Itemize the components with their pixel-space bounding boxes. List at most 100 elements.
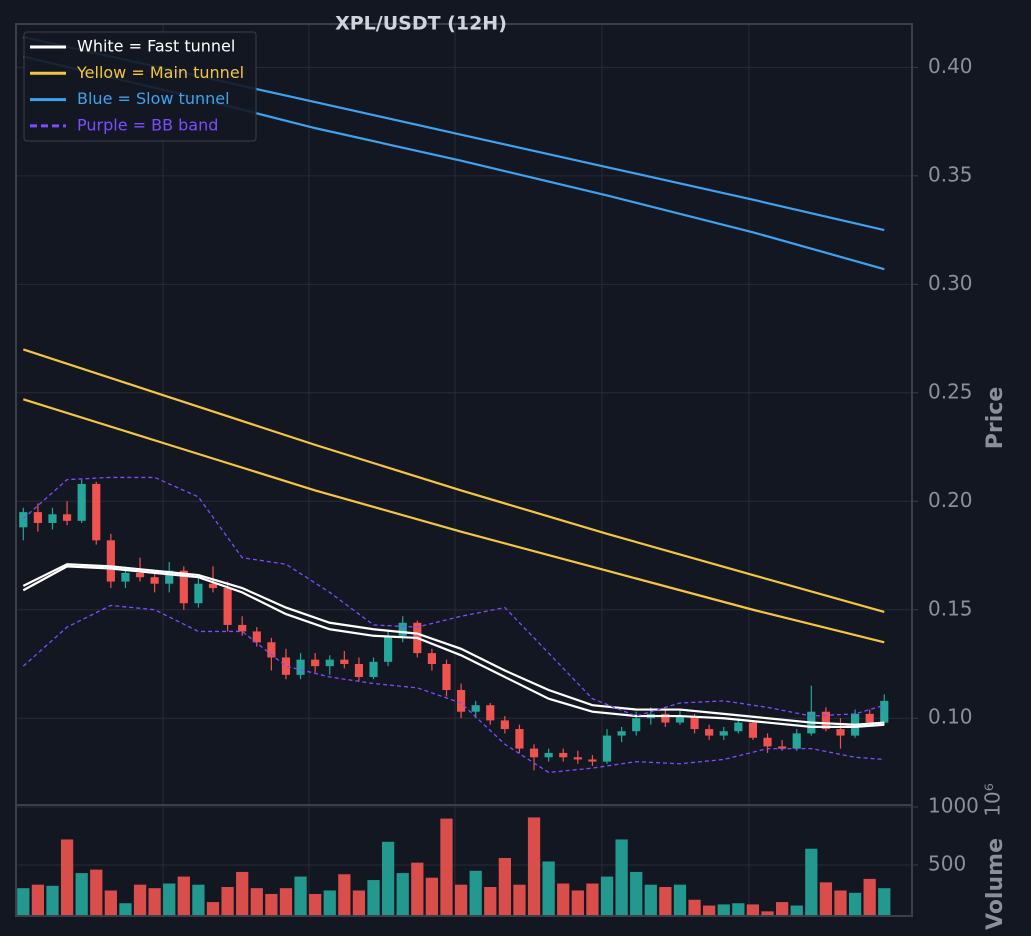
volume-bar [688,899,701,916]
overlay-line [22,348,885,613]
volume-bar [294,876,307,916]
candle-body [515,729,524,749]
volume-bar [323,890,336,916]
volume-bar [265,893,278,916]
volume-bar [75,873,88,916]
volume-bar [31,884,45,916]
chart-title: XPL/USDT (12H) [335,13,507,35]
candle-body [281,657,291,675]
y-tick-label: 0.35 [928,162,973,186]
candle-body [559,752,568,758]
candle-body [19,512,28,528]
y-tick-label: 0.30 [928,271,973,295]
candle-body [821,711,830,730]
volume-bar [119,903,132,916]
volume-bar [90,869,103,916]
candle-body [471,705,480,712]
y-axis-label: Price [983,387,1008,449]
volume-bar [542,861,555,916]
volume-bar [630,871,643,916]
legend-label: Purple = BB band [77,115,218,134]
candle-body [719,731,728,736]
volume-bar [878,888,891,916]
volume-bar [819,882,833,916]
volume-bar [571,890,584,916]
x-grid [162,24,750,916]
candle-body [778,746,787,749]
volume-bar [848,892,862,916]
overlay-line [22,565,885,728]
candle-body [588,759,597,762]
volume-bar [440,818,453,916]
volume-bar [352,890,366,916]
candle-body [602,735,612,762]
candle-body [33,512,42,523]
candle-body [296,659,305,675]
volume-axis-label: Volume [983,838,1008,930]
candle-body [106,540,115,582]
candle-body [267,642,276,658]
candle-body [179,570,188,604]
candle-body [150,577,159,584]
volume-offset: 10⁶ [981,783,1005,816]
candle-body [675,716,685,723]
volume-bar [644,884,657,916]
candle-body [661,713,670,723]
volume-bar [163,883,176,916]
candle-body [573,757,582,760]
volume-bar [586,883,599,916]
volume-bar [513,884,526,916]
y-tick-label: 0.25 [928,379,973,403]
candle-body [836,729,845,736]
volume-bar [411,862,424,916]
volume-frame [15,804,913,917]
candle-body [442,663,451,691]
candle-body [62,514,72,521]
volume-bar [381,841,395,916]
candle-body [456,690,466,712]
candle-body [194,583,203,604]
volume-bar [148,888,161,916]
candle-body [500,720,509,730]
volume-bar [673,884,687,916]
candle-body [77,483,86,521]
candle-body [865,713,874,723]
volume-bar [236,871,249,916]
candle-body [121,572,130,582]
candle-body [92,483,101,541]
volume-bar [659,887,672,916]
candle-body [690,716,699,730]
legend-label: Yellow = Main tunnel [76,63,244,82]
volume-bar [863,878,876,916]
volume-bar [600,876,614,916]
candle-body [632,718,641,732]
candle-body [354,663,364,678]
volume-bar [484,887,497,916]
volume-bar [805,848,818,916]
overlay-line [22,398,885,644]
candle-body [544,752,553,758]
legend-box [23,31,257,142]
volume-bar [60,839,74,916]
candle-body [427,653,436,664]
volume-bar [206,902,220,916]
candle-body [311,659,320,667]
candle-body [135,572,145,578]
candle-body [223,588,232,625]
candle-body [734,722,743,732]
volume-bar [221,887,234,916]
volume-bar [469,870,482,916]
candle-body [748,722,758,738]
candle-body [340,659,349,664]
overlay-line [22,604,885,774]
volume-bar [250,888,263,916]
y-tick-label: 500 [928,851,966,875]
volume-bar [527,817,541,916]
volume-bar [775,902,789,916]
candle-body [398,622,407,636]
volume-bar [425,877,439,916]
candle-body [369,661,378,678]
candle-body [880,700,889,723]
